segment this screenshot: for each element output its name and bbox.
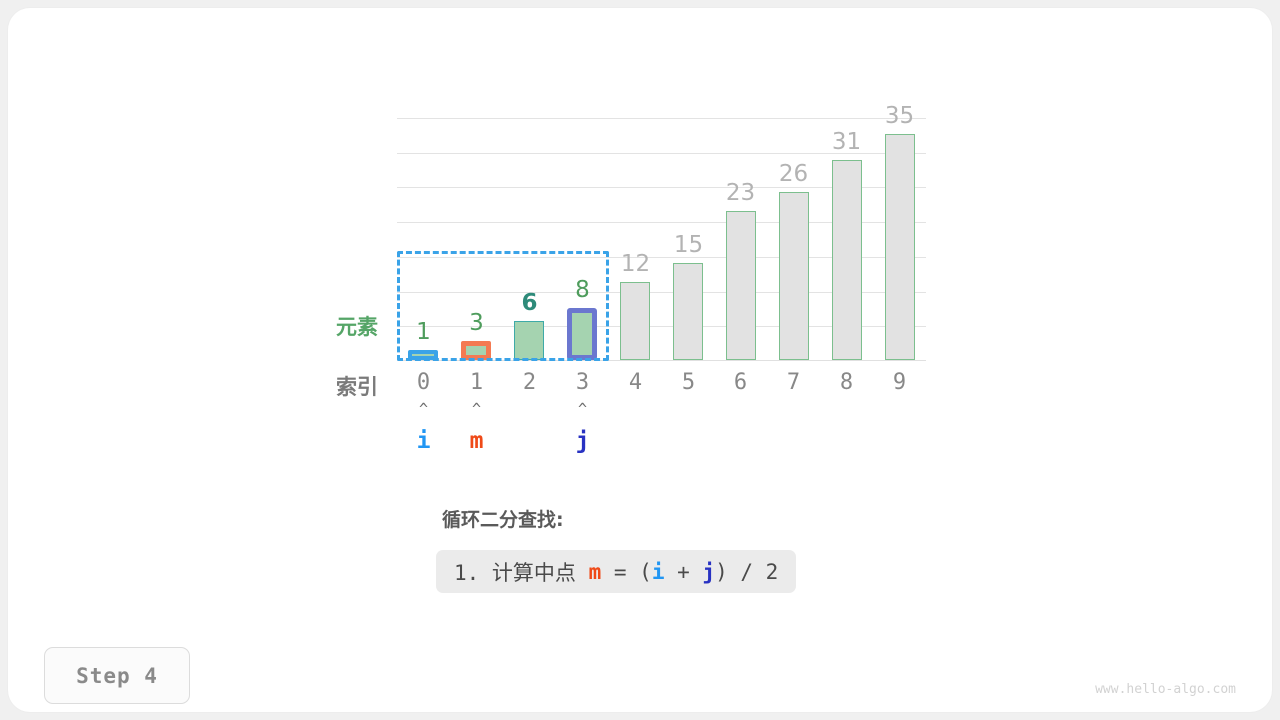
code-plus: + bbox=[664, 559, 703, 584]
code-token-i: i bbox=[651, 559, 665, 584]
index-tick-7: 7 bbox=[786, 370, 801, 395]
bar-value-label-5: 15 bbox=[673, 232, 704, 258]
index-tick-9: 9 bbox=[892, 370, 907, 395]
pointer-caret-j: ^ bbox=[577, 400, 588, 418]
gridline bbox=[397, 292, 926, 293]
gridline bbox=[397, 222, 926, 223]
bar-index-7 bbox=[779, 192, 809, 360]
bar-index-3 bbox=[567, 308, 597, 360]
elements-row-label: 元素 bbox=[336, 315, 378, 339]
gridline bbox=[397, 257, 926, 258]
pointer-label-j: j bbox=[575, 428, 590, 454]
pointer-caret-i: ^ bbox=[418, 400, 429, 418]
index-tick-3: 3 bbox=[575, 370, 590, 395]
bar-index-4 bbox=[620, 282, 650, 360]
pointer-label-m: m bbox=[469, 428, 484, 454]
pointer-label-i: i bbox=[416, 428, 431, 454]
index-tick-1: 1 bbox=[469, 370, 484, 395]
code-token-m: m bbox=[588, 559, 602, 584]
code-suffix: ) / 2 bbox=[715, 559, 779, 584]
code-prefix: 1. 计算中点 bbox=[454, 560, 589, 585]
index-tick-4: 4 bbox=[628, 370, 643, 395]
bar-value-label-8: 31 bbox=[831, 129, 862, 155]
bar-value-label-6: 23 bbox=[725, 180, 756, 206]
bar-value-label-0: 1 bbox=[416, 319, 431, 345]
gridline bbox=[397, 326, 926, 327]
bar-value-label-7: 26 bbox=[778, 161, 809, 187]
search-range-box bbox=[397, 251, 609, 361]
chart-baseline bbox=[397, 360, 926, 361]
bar-value-label-1: 3 bbox=[469, 310, 484, 336]
bar-index-6 bbox=[726, 211, 756, 360]
gridline bbox=[397, 118, 926, 119]
caption-code-line: 1. 计算中点 m = (i + j) / 2 bbox=[436, 550, 797, 593]
code-eq: = ( bbox=[601, 559, 652, 584]
code-token-j: j bbox=[702, 559, 716, 584]
bar-index-9 bbox=[885, 134, 915, 360]
bar-value-label-3: 8 bbox=[575, 277, 590, 303]
index-tick-5: 5 bbox=[681, 370, 696, 395]
index-tick-2: 2 bbox=[522, 370, 537, 395]
index-tick-0: 0 bbox=[416, 370, 431, 395]
step-badge: Step 4 bbox=[44, 647, 190, 704]
bar-chart-plot bbox=[397, 118, 926, 361]
bar-index-5 bbox=[673, 263, 703, 360]
gridline bbox=[397, 153, 926, 154]
bar-value-label-2: 6 bbox=[521, 290, 538, 316]
bar-index-1 bbox=[461, 341, 491, 360]
pointer-caret-m: ^ bbox=[471, 400, 482, 418]
index-tick-8: 8 bbox=[839, 370, 854, 395]
bar-index-8 bbox=[832, 160, 862, 360]
caption-title: 循环二分查找: bbox=[442, 509, 564, 531]
watermark: www.hello-algo.com bbox=[1095, 682, 1236, 697]
bar-value-label-4: 12 bbox=[620, 251, 651, 277]
index-tick-6: 6 bbox=[733, 370, 748, 395]
gridline bbox=[397, 187, 926, 188]
index-row-label: 索引 bbox=[336, 375, 378, 399]
bar-value-label-9: 35 bbox=[884, 103, 915, 129]
